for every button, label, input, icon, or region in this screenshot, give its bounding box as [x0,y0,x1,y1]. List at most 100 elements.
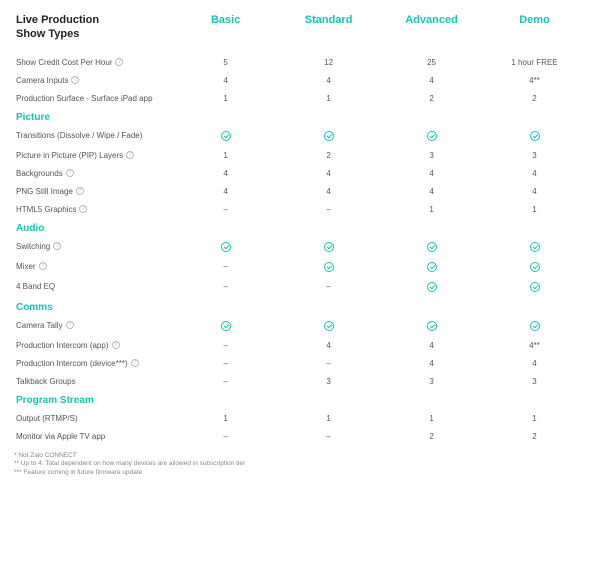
cell-value: 5 [174,54,277,72]
check-icon [530,242,540,252]
info-icon[interactable]: ? [53,242,61,250]
cell-value: 4 [483,183,586,201]
cell-value: 4 [174,72,277,90]
check-icon [427,242,437,252]
section-title-row: Program Stream [14,391,586,410]
cell-value: – [174,428,277,446]
row-label-text: Monitor via Apple TV app [16,432,105,441]
footnotes: * Not Zalo CONNECT ** Up to 4. Total dep… [14,452,586,478]
check-icon [530,282,540,292]
cell-value: – [277,201,380,219]
row-label-text: Talkback Groups [16,377,76,386]
cell-value: 2 [380,428,483,446]
row-label-text: Output (RTMP/S) [16,414,78,423]
section-title: Picture [14,108,586,127]
cell-value [380,258,483,278]
info-icon[interactable]: ? [79,205,87,213]
info-icon[interactable]: ? [112,341,120,349]
header-title-cell: Live Production Show Types [14,10,174,46]
check-icon [427,131,437,141]
cell-value: 4 [380,183,483,201]
cell-value: 25 [380,54,483,72]
table-row: Production Surface - Surface iPad app112… [14,90,586,108]
row-label-text: Backgrounds [16,169,63,178]
section-title-row: Picture [14,108,586,127]
header-row: Live Production Show Types Basic Standar… [14,10,586,46]
footnote-2: ** Up to 4. Total dependent on how many … [14,460,586,469]
row-label: Talkback Groups [14,373,174,391]
comparison-table: Live Production Show Types Basic Standar… [14,10,586,446]
section-title-row: Audio [14,219,586,238]
section-title: Comms [14,298,586,317]
info-icon[interactable]: ? [39,262,47,270]
cell-value: – [277,278,380,298]
check-icon [427,262,437,272]
cell-value: – [174,201,277,219]
row-label: Production Surface - Surface iPad app [14,90,174,108]
info-icon[interactable]: ? [76,187,84,195]
table-row: PNG Still Image?4444 [14,183,586,201]
cell-value [174,127,277,147]
row-label-text: Switching [16,242,50,251]
row-label: Show Credit Cost Per Hour? [14,54,174,72]
cell-value: 4 [380,355,483,373]
row-label: Transitions (Dissolve / Wipe / Fade) [14,127,174,147]
title-line-2: Show Types [16,28,79,40]
info-icon[interactable]: ? [126,151,134,159]
row-label: 4 Band EQ [14,278,174,298]
row-label: Camera Tally? [14,317,174,337]
cell-value: – [277,355,380,373]
row-label-text: Transitions (Dissolve / Wipe / Fade) [16,131,142,140]
cell-value: 1 [380,410,483,428]
table-row: Production Intercom (device***)?––44 [14,355,586,373]
table-row: Picture in Picture (PIP) Layers?1233 [14,147,586,165]
row-label: Camera Inputs? [14,72,174,90]
table-row: 4 Band EQ–– [14,278,586,298]
info-icon[interactable]: ? [71,76,79,84]
table-row: Switching? [14,238,586,258]
cell-value: 4 [483,165,586,183]
row-label-text: Camera Tally [16,321,63,330]
table-row: Backgrounds?4444 [14,165,586,183]
cell-value: 3 [380,373,483,391]
row-label-text: Mixer [16,262,36,271]
cell-value: 4 [174,183,277,201]
cell-value [483,238,586,258]
plan-header-basic: Basic [174,10,277,46]
check-icon [324,242,334,252]
cell-value: – [174,355,277,373]
plan-header-demo: Demo [483,10,586,46]
cell-value: – [174,337,277,355]
cell-value: 1 [483,201,586,219]
check-icon [530,262,540,272]
plan-header-advanced: Advanced [380,10,483,46]
cell-value: 1 [277,90,380,108]
row-label-text: 4 Band EQ [16,282,55,291]
cell-value: 1 [174,147,277,165]
row-label-text: PNG Still Image [16,187,73,196]
check-icon [221,242,231,252]
info-icon[interactable]: ? [115,58,123,66]
table-row: Mixer?– [14,258,586,278]
info-icon[interactable]: ? [66,169,74,177]
cell-value [174,317,277,337]
table-row: HTML5 Graphics?––11 [14,201,586,219]
cell-value: 1 hour FREE [483,54,586,72]
check-icon [324,321,334,331]
row-label: Mixer? [14,258,174,278]
cell-value [483,258,586,278]
row-label-text: Camera Inputs [16,76,68,85]
row-label: PNG Still Image? [14,183,174,201]
table-row: Talkback Groups–333 [14,373,586,391]
footnote-3: *** Feature coming in future firmware up… [14,469,586,478]
check-icon [221,321,231,331]
cell-value: 2 [277,147,380,165]
check-icon [324,262,334,272]
info-icon[interactable]: ? [66,321,74,329]
cell-value [483,317,586,337]
cell-value: – [277,428,380,446]
cell-value: 4 [277,183,380,201]
cell-value: 3 [483,147,586,165]
info-icon[interactable]: ? [131,359,139,367]
cell-value: 4 [277,165,380,183]
